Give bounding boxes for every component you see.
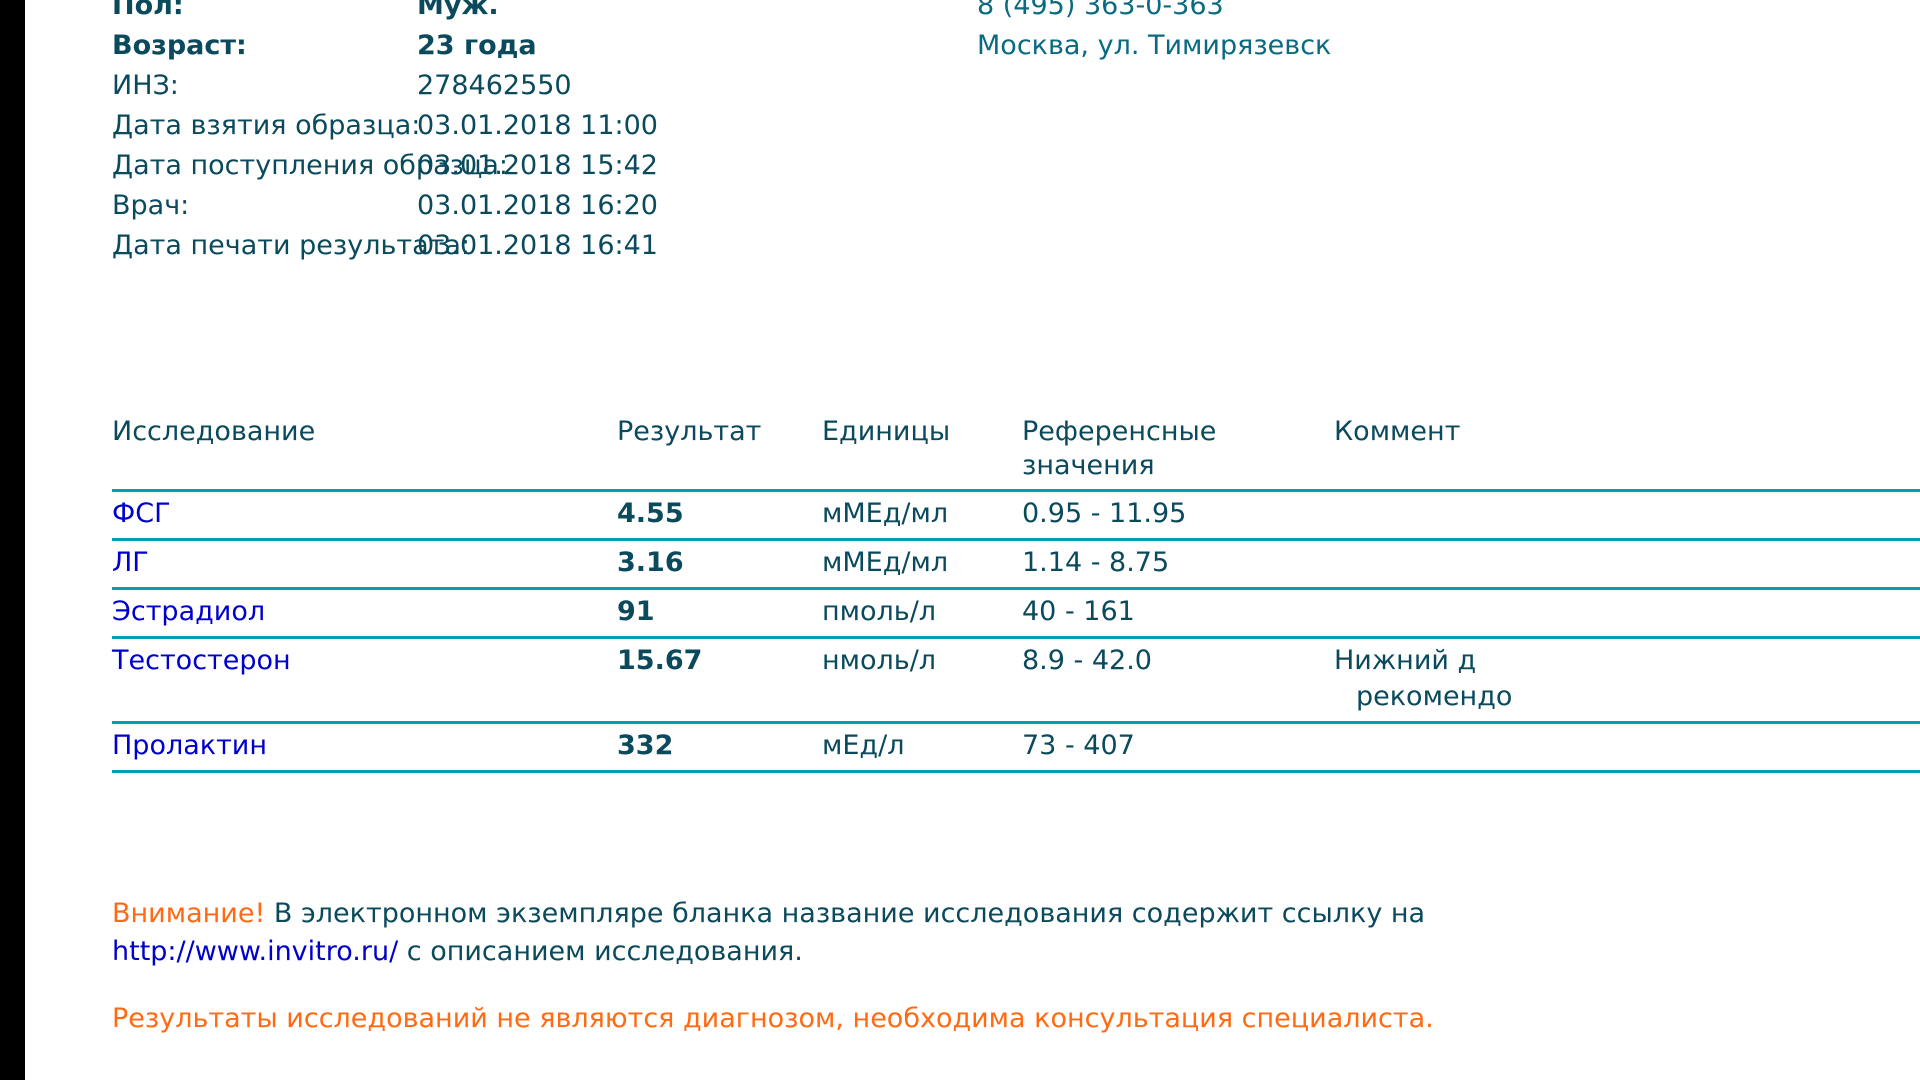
footer-notes: Внимание! В электронном экземпляре бланк… bbox=[112, 895, 1920, 971]
units-cell: мМЕд/мл bbox=[822, 498, 949, 529]
info-value-inz: 278462550 bbox=[417, 70, 572, 101]
column-header-reference-line2: значения bbox=[1022, 450, 1155, 481]
patient-info-block: Пол: Муж. 8 (495) 363-0-363 Возраст: 23 … bbox=[112, 0, 1920, 266]
attention-note-line-1: Внимание! В электронном экземпляре бланк… bbox=[112, 895, 1920, 933]
test-name-cell[interactable]: Тестостерон bbox=[112, 638, 617, 723]
test-name-cell[interactable]: ЛГ bbox=[112, 540, 617, 589]
info-row-doctor: Врач: 03.01.2018 16:20 bbox=[112, 186, 1920, 226]
info-row-inz: ИНЗ: 278462550 bbox=[112, 66, 1920, 106]
disclaimer-text: Результаты исследований не являются диаг… bbox=[112, 1003, 1434, 1034]
results-header-row: Исследование Результат Единицы Референсн… bbox=[112, 415, 1920, 491]
comment-cell bbox=[1332, 540, 1920, 589]
attention-label: Внимание! bbox=[112, 898, 266, 929]
info-row-age: Возраст: 23 года Москва, ул. Тимирязевск bbox=[112, 26, 1920, 66]
info-label-sample-received: Дата поступления образца: bbox=[112, 150, 508, 181]
table-row: Тестостерон 15.67 нмоль/л 8.9 - 42.0 Ниж… bbox=[112, 637, 1920, 723]
info-row-print-date: Дата печати результата: 03.01.2018 16:41 bbox=[112, 226, 1920, 266]
attention-note-line-2: http://www.invitro.ru/ с описанием иссле… bbox=[112, 933, 1920, 971]
column-header-comment: Коммент bbox=[1334, 416, 1461, 447]
test-name-cell[interactable]: Эстрадиол bbox=[112, 589, 617, 638]
info-label-doctor: Врач: bbox=[112, 190, 190, 221]
info-row-sample-taken: Дата взятия образца: 03.01.2018 11:00 bbox=[112, 106, 1920, 146]
test-link-lh[interactable]: ЛГ bbox=[112, 547, 149, 578]
clinic-phone: 8 (495) 363-0-363 bbox=[977, 0, 1224, 21]
comment-line-1: Нижний д bbox=[1334, 645, 1477, 676]
test-link-estradiol[interactable]: Эстрадиол bbox=[112, 596, 266, 627]
table-row: ЛГ 3.16 мМЕд/мл 1.14 - 8.75 bbox=[112, 539, 1920, 589]
units-cell: мМЕд/мл bbox=[822, 547, 949, 578]
info-label-sex: Пол: bbox=[112, 0, 184, 21]
reference-cell: 73 - 407 bbox=[1022, 730, 1135, 761]
results-table: Исследование Результат Единицы Референсн… bbox=[112, 415, 1920, 773]
table-row: Эстрадиол 91 пмоль/л 40 - 161 bbox=[112, 588, 1920, 638]
info-label-age: Возраст: bbox=[112, 30, 247, 61]
invitro-url-link[interactable]: http://www.invitro.ru/ bbox=[112, 936, 399, 967]
column-header-units: Единицы bbox=[822, 416, 951, 447]
reference-cell: 0.95 - 11.95 bbox=[1022, 498, 1187, 529]
test-name-cell[interactable]: Пролактин bbox=[112, 723, 617, 772]
result-cell: 3.16 bbox=[617, 547, 684, 578]
test-name-cell[interactable]: ФСГ bbox=[112, 491, 617, 540]
info-label-sample-taken: Дата взятия образца: bbox=[112, 110, 421, 141]
left-edge-bar bbox=[0, 0, 25, 1080]
attention-text-tail: с описанием исследования. bbox=[398, 936, 803, 967]
reference-cell: 1.14 - 8.75 bbox=[1022, 547, 1170, 578]
comment-cell: Нижний д рекомендо bbox=[1332, 638, 1920, 723]
test-link-prolactin[interactable]: Пролактин bbox=[112, 730, 267, 761]
info-label-inz: ИНЗ: bbox=[112, 70, 179, 101]
info-row-sample-received: Дата поступления образца: 03.01.2018 15:… bbox=[112, 146, 1920, 186]
units-cell: мЕд/л bbox=[822, 730, 905, 761]
table-row: Пролактин 332 мЕд/л 73 - 407 bbox=[112, 722, 1920, 772]
info-value-age: 23 года bbox=[417, 30, 537, 61]
reference-cell: 40 - 161 bbox=[1022, 596, 1135, 627]
units-cell: нмоль/л bbox=[822, 645, 937, 676]
column-header-reference-line1: Референсные bbox=[1022, 416, 1217, 447]
info-row-sex: Пол: Муж. 8 (495) 363-0-363 bbox=[112, 0, 1920, 26]
comment-line-2: рекомендо bbox=[1356, 681, 1513, 712]
column-header-result: Результат bbox=[617, 416, 762, 447]
info-value-doctor: 03.01.2018 16:20 bbox=[417, 190, 658, 221]
result-cell: 91 bbox=[617, 596, 655, 627]
test-link-testosterone[interactable]: Тестостерон bbox=[112, 645, 291, 676]
result-cell: 15.67 bbox=[617, 645, 703, 676]
clinic-address: Москва, ул. Тимирязевск bbox=[977, 30, 1332, 61]
table-row: ФСГ 4.55 мМЕд/мл 0.95 - 11.95 bbox=[112, 490, 1920, 540]
report-page: Пол: Муж. 8 (495) 363-0-363 Возраст: 23 … bbox=[25, 0, 1920, 1080]
units-cell: пмоль/л bbox=[822, 596, 937, 627]
comment-cell bbox=[1332, 491, 1920, 540]
comment-cell bbox=[1332, 589, 1920, 638]
result-cell: 4.55 bbox=[617, 498, 684, 529]
info-label-print-date: Дата печати результата: bbox=[112, 230, 471, 261]
info-value-sample-taken: 03.01.2018 11:00 bbox=[417, 110, 658, 141]
info-value-print-date: 03.01.2018 16:41 bbox=[417, 230, 658, 261]
column-header-reference: Референсные значения bbox=[1022, 415, 1332, 491]
comment-cell bbox=[1332, 723, 1920, 772]
column-header-test: Исследование bbox=[112, 416, 316, 447]
info-value-sample-received: 03.01.2018 15:42 bbox=[417, 150, 658, 181]
reference-cell: 8.9 - 42.0 bbox=[1022, 645, 1152, 676]
result-cell: 332 bbox=[617, 730, 674, 761]
attention-text: В электронном экземпляре бланка название… bbox=[265, 898, 1426, 929]
test-link-fsh[interactable]: ФСГ bbox=[112, 498, 171, 529]
info-value-sex: Муж. bbox=[417, 0, 499, 21]
